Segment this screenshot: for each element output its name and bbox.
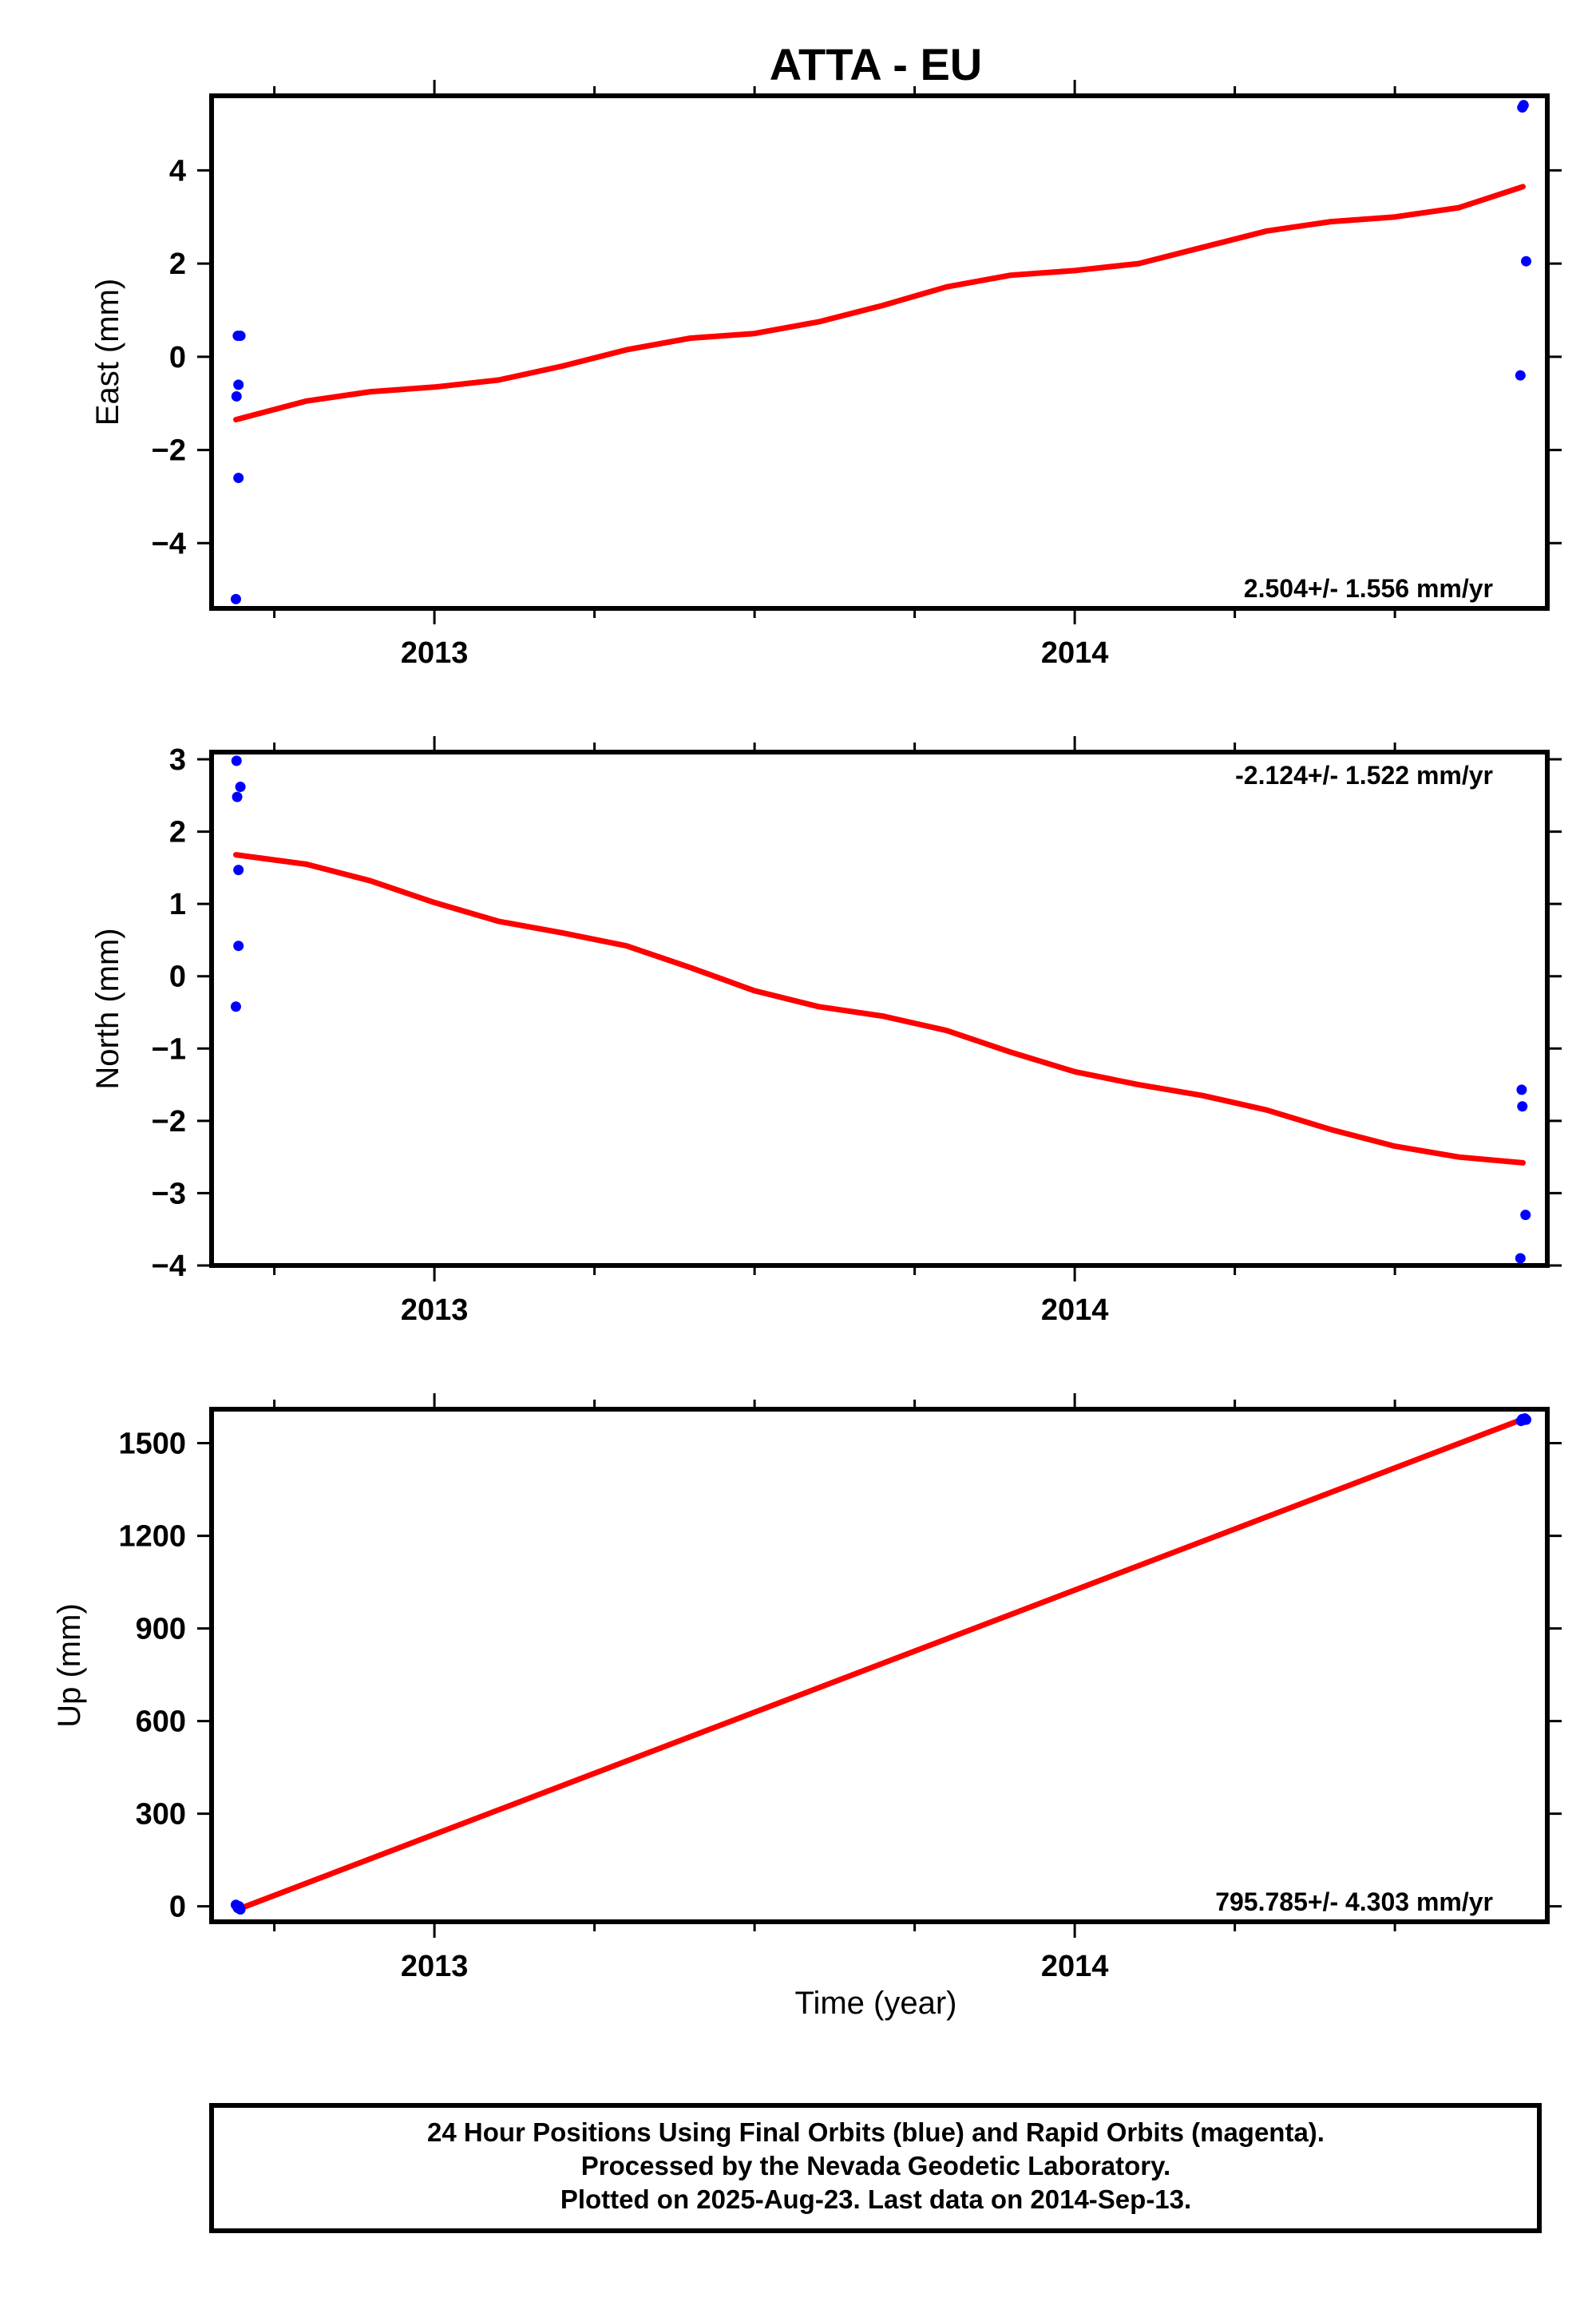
up-y-tick-label: 900 [136,1613,186,1646]
north-data-point [231,755,242,766]
up-y-tick-label: 600 [136,1705,186,1739]
up-y-tick-label: 0 [169,1891,186,1924]
east-fit-line [233,184,1526,423]
north-y-axis-label: North (mm) [90,928,125,1089]
east-data-point [233,473,244,484]
up-x-tick-label: 2014 [1041,1950,1109,1983]
east-data-point [235,331,246,342]
north-data-point [233,941,244,952]
north-x-tick-label: 2013 [401,1293,469,1327]
footer-box: 24 Hour Positions Using Final Orbits (bl… [209,2103,1542,2233]
footer-line-2: Processed by the Nevada Geodetic Laborat… [581,2151,1170,2180]
north-plot-frame [209,750,1550,1268]
east-x-tick-label: 2013 [401,636,469,670]
up-y-tick-label: 1500 [118,1428,186,1461]
up-panel: 2013 2014 0 300 600 900 1200 1500 Up (mm) 795.785… [52,1393,1562,1983]
east-y-tick-label: 2 [169,248,186,281]
east-data-point [230,593,241,604]
figure-title: ATTA - EU [770,39,982,89]
east-data-point [1518,100,1529,111]
north-y-tick-label: −2 [152,1105,186,1139]
east-data-point [233,379,244,390]
north-data-point [235,781,246,792]
footer-frame [209,2103,1542,2233]
east-y-tick-label: 4 [169,154,186,188]
north-x-tick-label: 2014 [1041,1293,1109,1327]
north-panel: 2013 2014 −4 −3 −2 −1 0 1 2 3 North (mm) -2.124+/- … [90,736,1562,1327]
east-panel: 2013 2014 −4 −2 0 2 4 East (mm) 2.504+/- 1.556 m… [90,80,1562,670]
up-data-point [235,1904,246,1915]
up-data-point [1521,1414,1532,1425]
east-data-point [231,390,242,402]
north-data-point [232,791,243,802]
x-axis-label: Time (year) [795,1986,957,2021]
north-y-tick-label: −4 [152,1250,186,1283]
footer-line-1: 24 Hour Positions Using Final Orbits (bl… [427,2117,1325,2147]
east-rate-label: 2.504+/- 1.556 mm/yr [1244,574,1493,603]
up-y-tick-label: 300 [136,1798,186,1832]
east-data-point [1515,370,1526,381]
north-fit-line [233,852,1526,1166]
north-data-point [1517,1101,1528,1112]
east-y-tick-label: −2 [152,434,186,468]
north-data-point [233,865,244,876]
footer-line-3: Plotted on 2025-Aug-23. Last data on 201… [560,2184,1191,2214]
up-rate-label: 795.785+/- 4.303 mm/yr [1215,1887,1493,1916]
up-y-tick-label: 1200 [118,1520,186,1554]
north-y-tick-label: 3 [169,743,186,777]
east-y-axis-label: East (mm) [90,279,125,426]
north-data-point [1520,1210,1531,1221]
east-plot-frame [209,93,1550,611]
east-data-point [1521,255,1532,267]
up-x-tick-label: 2013 [401,1950,469,1983]
up-fit-line [236,1416,1526,1912]
north-rate-label: -2.124+/- 1.522 mm/yr [1235,761,1493,790]
east-x-tick-label: 2014 [1041,636,1109,670]
north-y-tick-label: 0 [169,960,186,994]
east-y-tick-label: −4 [152,527,186,560]
north-data-point [230,1001,241,1012]
north-y-tick-label: −1 [152,1032,186,1066]
up-y-axis-label: Up (mm) [52,1603,87,1728]
up-plot-frame [209,1407,1550,1924]
north-y-tick-label: 2 [169,816,186,850]
north-y-tick-label: −3 [152,1177,186,1210]
north-data-point [1515,1253,1526,1264]
north-y-tick-label: 1 [169,888,186,921]
north-data-point [1516,1084,1527,1095]
east-y-tick-label: 0 [169,341,186,374]
